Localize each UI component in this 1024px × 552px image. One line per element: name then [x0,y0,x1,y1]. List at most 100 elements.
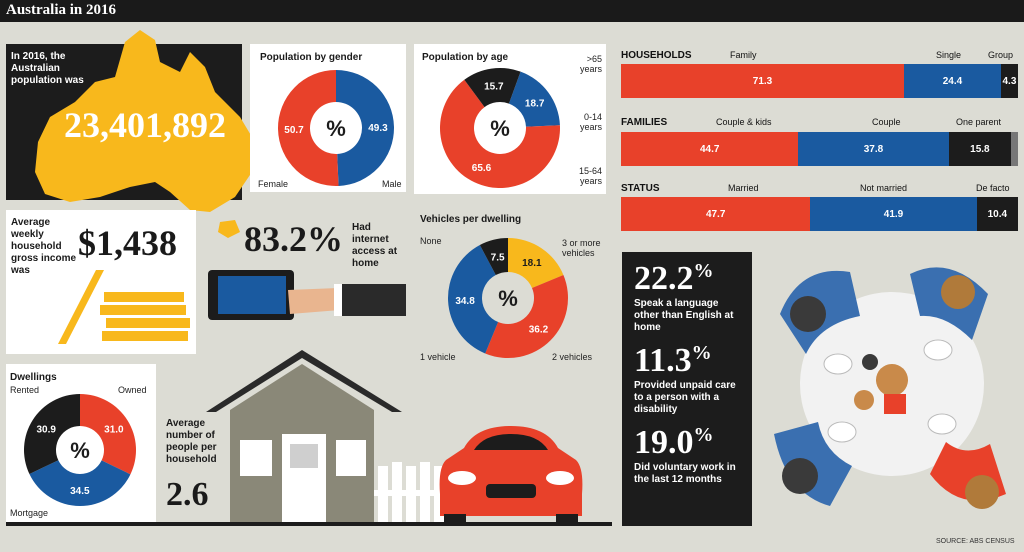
population-value: 23,401,892 [64,105,226,145]
donut-slice [485,274,568,358]
vehicles-3plus-label: 3 or more vehicles [562,238,601,258]
ground-line [6,522,612,526]
vehicles-2-label: 2 vehicles [552,352,593,362]
dwellings-title: Dwellings [10,372,57,383]
status-de-facto-label: De facto [976,183,1010,193]
donut-slice [464,68,521,108]
phone-hand-icon [208,270,406,320]
dwellings-mortgage-label: Mortgage [10,508,49,518]
male-label: Male [382,179,402,189]
households-group-label: Group [988,50,1014,60]
families-couple-kids-label: Couple & kids [716,117,772,127]
bar-segment: 44.7 [621,132,799,166]
bar-segment: 10.4 [976,197,1018,231]
bar-segment: 24.4 [904,64,1001,98]
page-title: Australia in 2016 [0,0,1024,22]
stats-panel: 22.2% Speak a language other than Englis… [622,252,752,526]
age-65-label: >65 years [579,54,602,74]
households-title: HOUSEHOLDS [621,50,692,61]
stat-voluntary-text: Did voluntary work in the last 12 months [634,462,736,485]
donut-center-label: % [70,438,90,463]
donut-center-label: % [326,116,346,141]
stat-language-text: Speak a language other than English at h… [634,298,734,333]
donut-slice-label: 34.8 [455,296,475,307]
house-icon [206,350,446,524]
stat-language-value: 22.2 [634,260,694,297]
families-bar: 44.7 37.8 15.8 [621,132,1018,166]
internet-value: 83.2% [244,219,343,259]
donut-slice [440,79,560,188]
donut-slice-label: 31.0 [104,425,124,436]
vehicles-1-label: 1 vehicle [420,352,456,362]
donut-slice [336,70,394,186]
bar-segment [1011,132,1018,166]
household-size-text: Average number of people per household [166,418,217,465]
bar-segment: 15.8 [948,132,1012,166]
source-note: SOURCE: ABS CENSUS [936,538,1015,545]
donut-slice [80,394,136,475]
stat-language-unit: % [693,260,714,282]
gender-donut: 49.3 50.7% [277,70,394,186]
dwellings-rented-label: Rented [10,385,40,395]
donut-slice [508,238,564,289]
families-one-parent-label: One parent [956,117,1002,127]
bar-segment: 71.3 [621,64,905,98]
donut-slice-label: 18.7 [525,99,545,110]
households-single-label: Single [936,50,962,60]
income-value: $1,438 [78,223,177,263]
donut-slice-label: 18.1 [522,258,542,269]
status-bar: 47.7 41.9 10.4 [621,197,1018,231]
stat-language: 22.2% Speak a language other than Englis… [634,260,740,334]
age-15-64-label: 15-64 years [578,166,602,186]
gender-title: Population by gender [260,52,363,63]
dwellings-donut: 31.0 34.5 30.9% [23,394,136,506]
stat-care-value: 11.3 [634,342,692,379]
household-size-value: 2.6 [166,476,209,513]
vehicles-none-label: None [420,236,442,246]
donut-slice-label: 36.2 [529,324,549,335]
donut-slice [448,244,499,354]
status-title: STATUS [621,183,660,194]
age-donut: 18.7 65.6 15.7% [440,68,560,188]
stat-voluntary-unit: % [693,424,714,446]
bar-segment: 4.3 [1000,64,1018,98]
donut-slice-label: 49.3 [368,123,388,134]
car-icon [439,426,583,526]
vehicles-donut: 18.1 36.2 34.8 7.5% [448,238,568,358]
donut-slice [479,238,508,276]
status-married-label: Married [728,183,759,193]
donut-slice [23,394,80,475]
income-panel [6,210,196,354]
donut-slice [277,70,339,186]
australia-map-icon [35,30,255,238]
families-couple-label: Couple [872,117,901,127]
stat-care-text: Provided unpaid care to a person with a … [634,380,736,415]
female-label: Female [258,179,289,189]
donut-slice [508,71,560,127]
donut-center-label: % [490,116,510,141]
status-not-married-label: Not married [860,183,908,193]
internet-text: Had internet access at home [352,222,398,269]
stat-care-unit: % [691,342,712,364]
population-intro: In 2016, the Australian population was [11,51,84,86]
age-title: Population by age [422,52,509,63]
stat-voluntary: 19.0% Did voluntary work in the last 12 … [634,424,740,486]
stat-voluntary-value: 19.0 [634,424,694,461]
vehicles-title: Vehicles per dwelling [420,214,522,225]
families-title: FAMILIES [621,117,668,128]
age-0-14-label: 0-14 years [579,112,602,132]
income-text: Average weekly household gross income wa… [11,217,77,276]
households-family-label: Family [730,50,757,60]
stat-care: 11.3% Provided unpaid care to a person w… [634,342,740,416]
donut-slice-label: 7.5 [491,252,505,263]
donut-slice-label: 30.9 [36,425,56,436]
dwellings-owned-label: Owned [118,385,147,395]
donut-slice-label: 15.7 [484,81,504,92]
donut-center-label: % [498,286,518,311]
bar-segment: 47.7 [621,197,811,231]
bar-segment: 37.8 [798,132,949,166]
coins-icon [58,270,190,344]
dinner-table-icon [774,267,1006,509]
donut-slice [29,460,131,506]
donut-slice-label: 50.7 [284,125,304,136]
